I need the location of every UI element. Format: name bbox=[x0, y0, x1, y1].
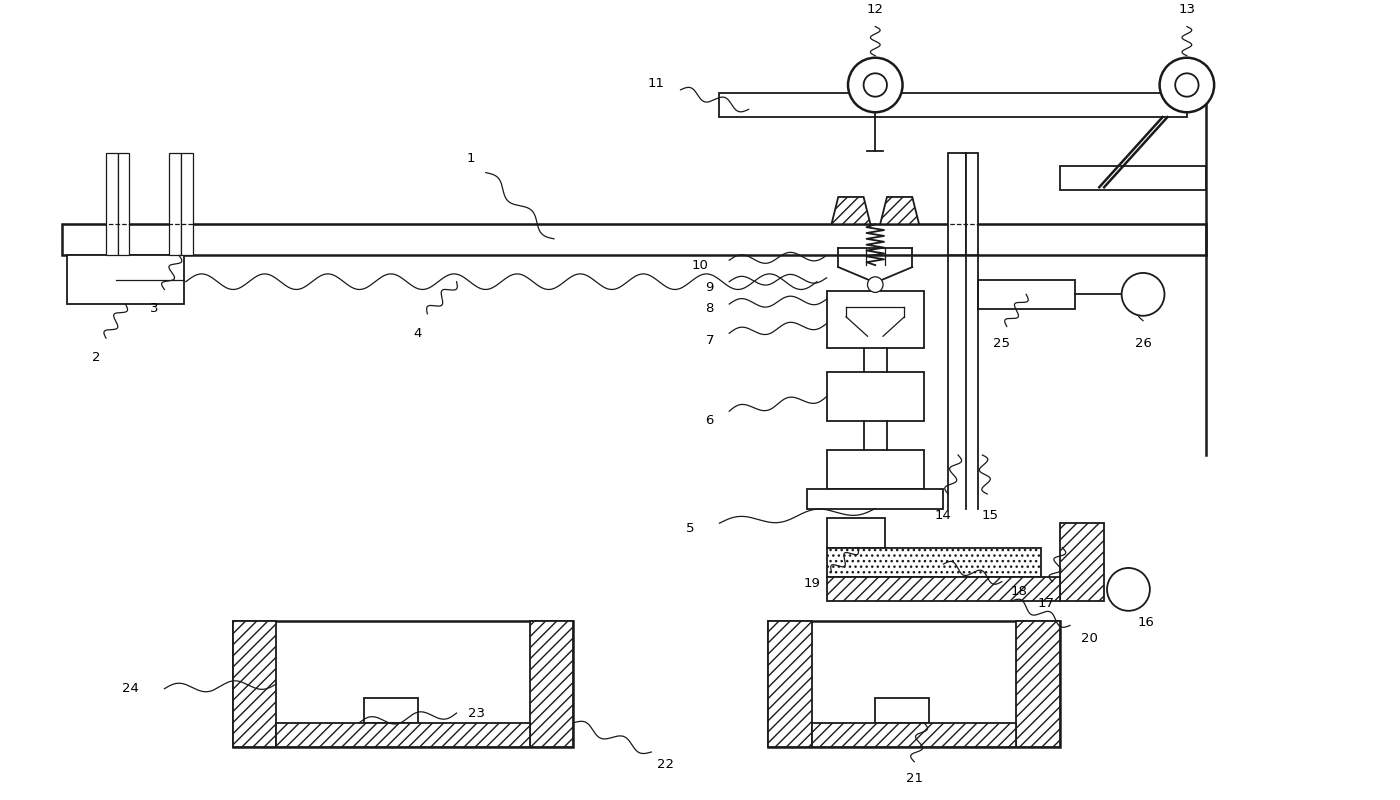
Bar bbox=[826, 450, 924, 489]
Bar bbox=[966, 153, 977, 255]
Text: 14: 14 bbox=[935, 509, 952, 522]
Text: 15: 15 bbox=[981, 509, 998, 522]
Bar bbox=[948, 153, 966, 255]
Text: 22: 22 bbox=[658, 758, 675, 771]
Circle shape bbox=[868, 277, 883, 293]
Bar bbox=[62, 224, 1207, 255]
Circle shape bbox=[1159, 58, 1214, 112]
Bar bbox=[826, 577, 1060, 601]
Polygon shape bbox=[832, 197, 871, 224]
Bar bbox=[1060, 523, 1105, 601]
Polygon shape bbox=[1016, 621, 1060, 747]
Text: 24: 24 bbox=[122, 682, 139, 695]
Bar bbox=[808, 489, 944, 509]
Text: 2: 2 bbox=[92, 351, 101, 364]
Text: 20: 20 bbox=[1081, 631, 1098, 645]
Text: 13: 13 bbox=[1179, 2, 1196, 15]
Text: 9: 9 bbox=[706, 281, 714, 294]
Circle shape bbox=[1175, 74, 1198, 97]
Text: 26: 26 bbox=[1134, 337, 1151, 350]
Text: 3: 3 bbox=[150, 302, 160, 315]
Circle shape bbox=[1107, 568, 1149, 611]
Circle shape bbox=[864, 74, 888, 97]
Text: 4: 4 bbox=[413, 326, 421, 340]
Bar bbox=[875, 698, 928, 723]
Text: 19: 19 bbox=[804, 577, 820, 590]
Text: 12: 12 bbox=[867, 2, 883, 15]
Polygon shape bbox=[769, 621, 812, 747]
Bar bbox=[826, 291, 924, 348]
Polygon shape bbox=[276, 723, 529, 747]
Bar bbox=[67, 255, 183, 304]
Text: 8: 8 bbox=[706, 302, 714, 315]
Text: 1: 1 bbox=[468, 151, 476, 165]
Polygon shape bbox=[529, 621, 574, 747]
Bar bbox=[826, 372, 924, 421]
Bar bbox=[826, 518, 885, 547]
Text: 10: 10 bbox=[692, 258, 708, 272]
Text: 18: 18 bbox=[1011, 585, 1028, 598]
Bar bbox=[977, 280, 1075, 309]
Bar bbox=[181, 153, 193, 255]
Bar bbox=[118, 153, 129, 255]
Bar bbox=[826, 547, 1040, 577]
Text: 23: 23 bbox=[468, 706, 484, 719]
Text: 21: 21 bbox=[906, 772, 923, 785]
Text: 16: 16 bbox=[1138, 616, 1155, 629]
Bar bbox=[769, 621, 1060, 747]
Text: 25: 25 bbox=[994, 337, 1011, 350]
Circle shape bbox=[848, 58, 903, 112]
Polygon shape bbox=[232, 621, 276, 747]
Bar bbox=[1060, 166, 1207, 190]
Text: 7: 7 bbox=[706, 334, 714, 346]
Text: 17: 17 bbox=[1037, 597, 1054, 610]
Bar bbox=[364, 698, 417, 723]
Polygon shape bbox=[812, 723, 1016, 747]
Bar bbox=[720, 93, 1187, 117]
Circle shape bbox=[1121, 273, 1165, 316]
Text: 5: 5 bbox=[686, 522, 694, 534]
Polygon shape bbox=[881, 197, 918, 224]
Bar bbox=[106, 153, 118, 255]
Text: 11: 11 bbox=[648, 77, 665, 90]
Bar bbox=[232, 621, 574, 747]
Text: 6: 6 bbox=[706, 414, 714, 427]
Bar bbox=[169, 153, 181, 255]
